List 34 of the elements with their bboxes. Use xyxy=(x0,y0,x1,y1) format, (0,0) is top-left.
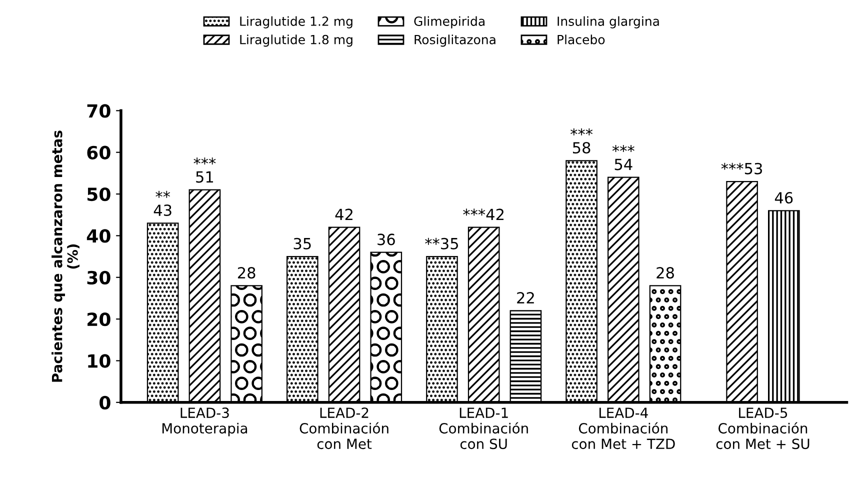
x-tick-label: LEAD-1 Combinación con SU xyxy=(439,408,528,450)
legend-label: Placebo xyxy=(558,34,605,44)
data-label: 35 xyxy=(294,238,311,250)
data-label: *** 51 xyxy=(194,158,216,183)
x-tick-label: LEAD-2 Combinación con Met xyxy=(300,408,388,450)
data-label: 46 xyxy=(774,192,793,204)
data-label: ** 43 xyxy=(154,190,172,216)
x-tick-label: LEAD-4 Combinación con Met + TZD xyxy=(572,408,675,450)
data-label: 22 xyxy=(517,292,534,304)
data-label: 42 xyxy=(335,208,352,220)
y-tick-label: 20 xyxy=(88,312,110,326)
y-tick-label: 50 xyxy=(88,187,110,202)
y-tick-label: 10 xyxy=(88,354,110,368)
legend-label: Liraglutide 1.2 mg xyxy=(240,16,352,28)
y-axis-title: Pacientes que alcanzaron metas (%) xyxy=(52,130,80,382)
data-label: *** 58 xyxy=(570,128,593,154)
y-tick-label: 70 xyxy=(87,104,110,118)
legend-label: Insulina glargina xyxy=(558,16,659,28)
data-label: *** 54 xyxy=(612,145,634,170)
x-tick-label: LEAD-3 Monoterapia xyxy=(162,408,248,436)
data-label: 36 xyxy=(378,234,395,246)
legend-label: Rosiglitazona xyxy=(414,34,496,47)
y-tick-label: 30 xyxy=(87,270,110,284)
legend-label: Liraglutide 1.8 mg xyxy=(240,34,352,47)
legend-label: Glimepirida xyxy=(414,16,484,28)
y-tick-label: 60 xyxy=(87,146,110,160)
x-tick-label: LEAD-5 Combinación con Met + SU xyxy=(716,408,810,450)
data-label: 28 xyxy=(656,267,674,279)
y-tick-label: 40 xyxy=(86,229,110,243)
data-label: **35 xyxy=(425,238,458,250)
data-label: ***53 xyxy=(721,162,762,174)
data-label: ***42 xyxy=(463,208,504,220)
data-label: 28 xyxy=(238,267,256,279)
y-tick-label: 0 xyxy=(100,396,110,410)
